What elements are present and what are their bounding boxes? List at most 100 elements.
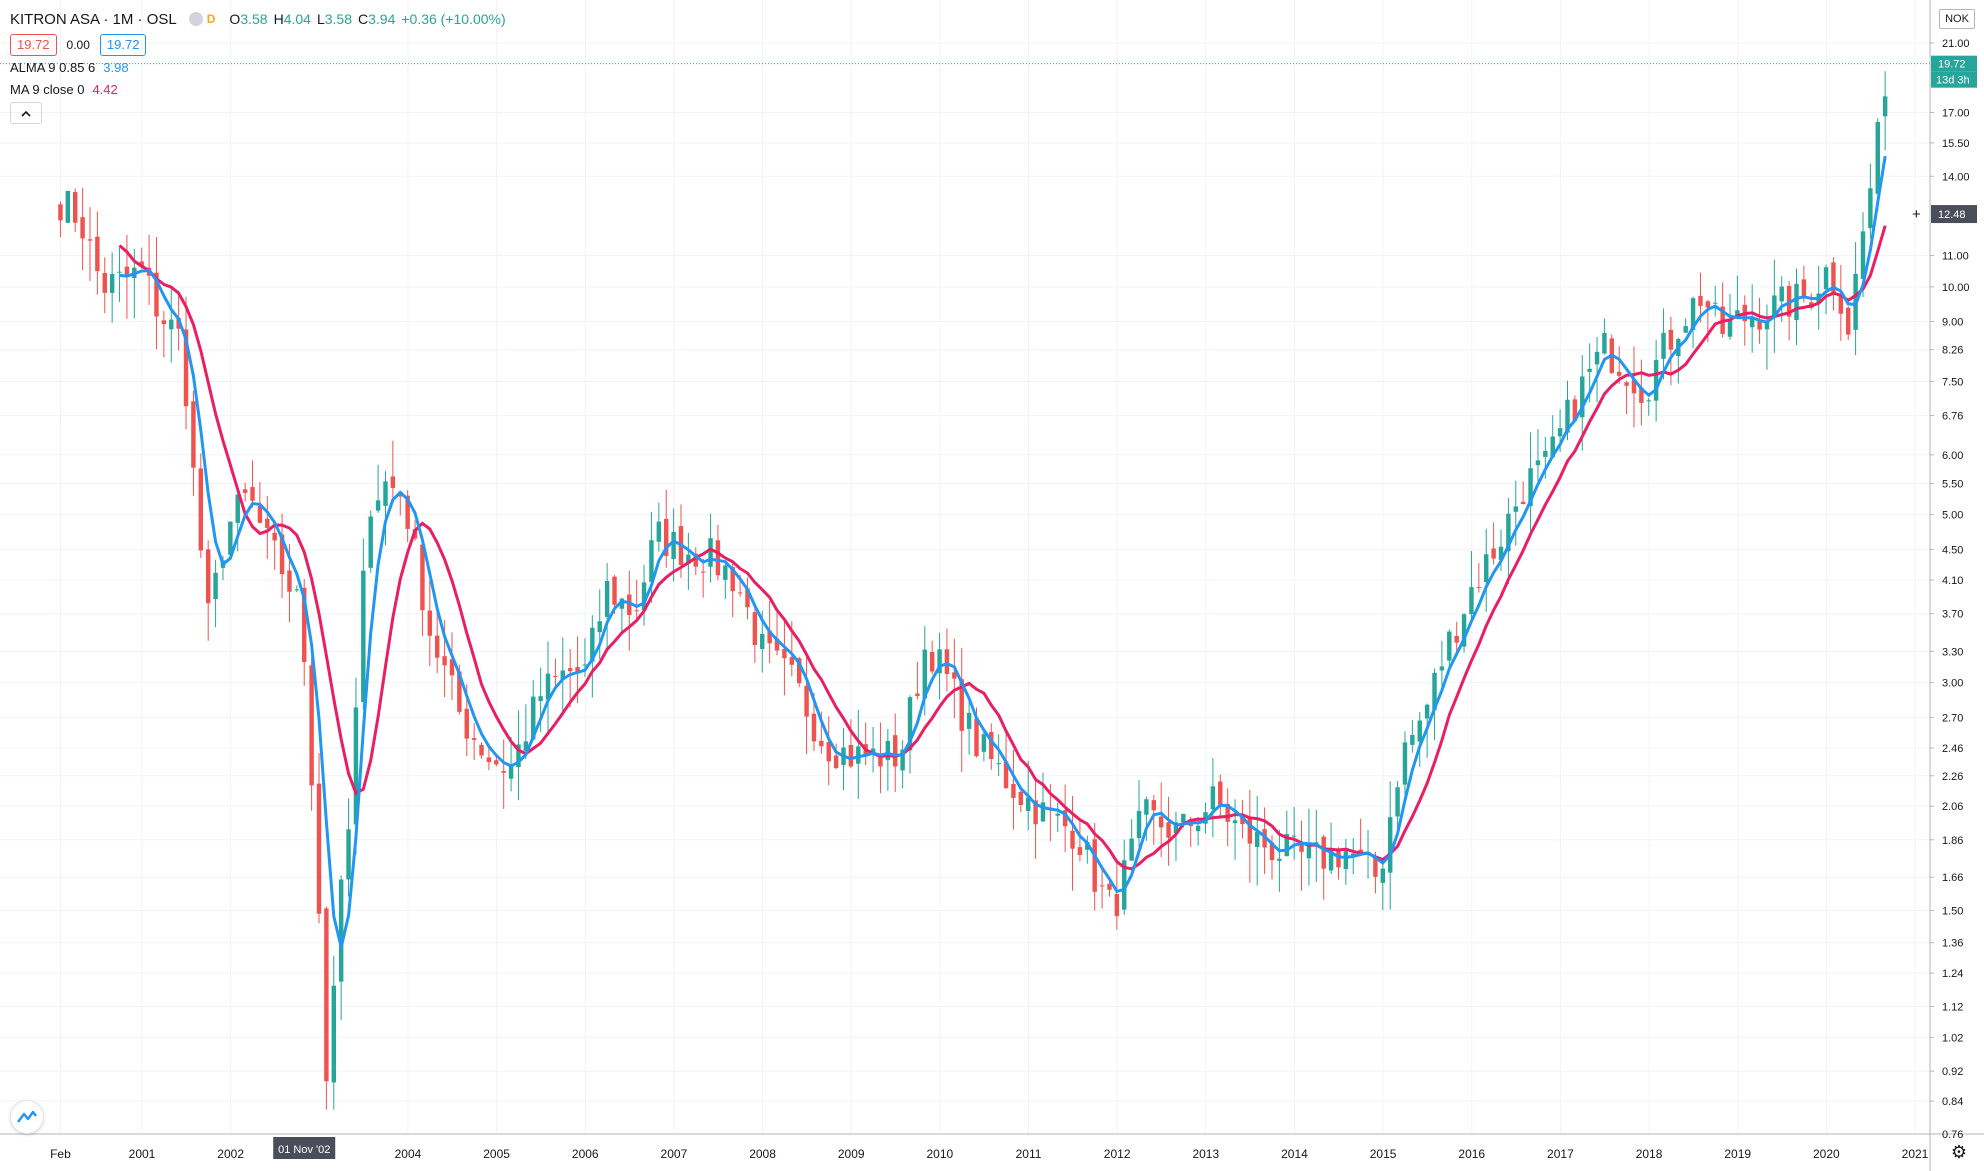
candle-body	[1240, 815, 1245, 825]
candle-body	[73, 192, 78, 223]
candle-body	[885, 740, 891, 761]
price-tick-label: 1.50	[1942, 906, 1963, 918]
time-tick-label: 2008	[749, 1147, 776, 1161]
candle-body	[457, 671, 462, 712]
candle-body	[1247, 817, 1253, 844]
candle-body	[1705, 301, 1711, 308]
chevron-up-icon	[21, 110, 31, 117]
candle-body	[531, 696, 536, 740]
candle-body	[375, 500, 381, 511]
candle-body	[420, 544, 425, 611]
candle-body	[95, 236, 100, 272]
candle-body	[1055, 813, 1060, 816]
buy-price-box[interactable]: 19.72	[99, 34, 147, 56]
candle-body	[1070, 830, 1075, 849]
price-tick-label: 6.00	[1942, 450, 1963, 462]
candle-body	[338, 879, 344, 982]
candle-body	[826, 742, 831, 762]
price-tick-label: 9.00	[1942, 317, 1963, 329]
spread-value: 0.00	[66, 38, 90, 52]
candlestick-series	[58, 71, 1888, 1110]
interval-label: 1M	[112, 10, 134, 28]
candle-body	[1461, 614, 1467, 647]
candle-body	[294, 589, 300, 591]
candle-body	[907, 697, 913, 751]
open-key: O	[229, 11, 241, 27]
ohlc-row: KITRON ASA · 1M · OSL D O3.58 H4.04 L3.5…	[10, 8, 512, 30]
candle-body	[1653, 360, 1659, 401]
time-tick-label: 2004	[395, 1147, 422, 1161]
countdown-label: 13d 3h	[1936, 75, 1970, 87]
candle-body	[1410, 735, 1415, 745]
candle-body	[1447, 631, 1452, 661]
settings-gear-icon[interactable]: ⚙	[1950, 1142, 1968, 1162]
candle-body	[58, 204, 63, 221]
candle-body	[479, 744, 484, 756]
crosshair-date-tag	[273, 1137, 336, 1159]
collapse-legend-button[interactable]	[10, 102, 42, 124]
delayed-badge: D	[206, 12, 216, 26]
candle-body	[774, 638, 780, 651]
candle-body	[1417, 720, 1422, 742]
candle-body	[1772, 295, 1777, 317]
candle-body	[700, 571, 706, 573]
candle-body	[575, 667, 580, 672]
last-price-tag	[1931, 55, 1977, 72]
time-tick-label: 2016	[1458, 1147, 1485, 1161]
price-tick-label: 8.26	[1942, 345, 1963, 357]
candle-body	[117, 271, 122, 273]
time-tick-label: Feb	[50, 1147, 71, 1161]
candle-body	[538, 696, 543, 701]
price-tick-label: 3.70	[1942, 609, 1963, 621]
candle-body	[501, 770, 506, 773]
ma-indicator-value: 4.42	[92, 81, 118, 97]
candle-body	[1506, 513, 1511, 552]
candle-body	[309, 665, 314, 786]
time-tick-label: 2020	[1813, 1147, 1840, 1161]
candle-body	[102, 273, 107, 293]
candle-body	[745, 588, 750, 608]
candle-body	[1498, 546, 1504, 561]
candle-body	[1749, 317, 1755, 328]
candle-body	[1698, 295, 1703, 306]
candle-body	[782, 648, 787, 659]
time-tick-label: 2007	[661, 1147, 688, 1161]
candle-body	[1299, 841, 1304, 852]
candle-body	[1764, 320, 1770, 330]
currency-label[interactable]: NOK	[1939, 9, 1975, 29]
candle-body	[324, 908, 329, 1082]
price-tick-label: 1.12	[1942, 1002, 1963, 1014]
candle-body	[272, 532, 277, 541]
candle-body	[811, 713, 817, 742]
crosshair-price-tag	[1931, 205, 1977, 224]
indicator-ma-row[interactable]: MA 9 close 0 4.42	[10, 78, 512, 100]
price-tick-label: 14.00	[1942, 171, 1970, 183]
price-tick-label: 2.06	[1942, 801, 1963, 813]
candle-body	[1025, 797, 1031, 812]
tradingview-logo-icon[interactable]	[10, 1100, 44, 1134]
sell-price-box[interactable]: 19.72	[10, 34, 57, 56]
candle-body	[693, 553, 698, 567]
candle-body	[1801, 279, 1807, 299]
candle-body	[1587, 368, 1592, 372]
countdown-tag	[1931, 71, 1977, 88]
candle-body	[1424, 704, 1430, 719]
candle-body	[1432, 672, 1437, 711]
candle-body	[1616, 371, 1622, 376]
candle-body	[1358, 849, 1363, 852]
price-tick-label: 17.00	[1942, 107, 1970, 119]
high-key: H	[273, 11, 284, 27]
candle-body	[819, 740, 824, 747]
candle-body	[848, 744, 854, 767]
price-tick-label: 2.70	[1942, 712, 1963, 724]
candle-body	[1550, 436, 1555, 458]
symbol-title[interactable]: KITRON ASA · 1M · OSL	[10, 10, 177, 28]
price-tick-label: 1.02	[1942, 1032, 1963, 1044]
candle-body	[1690, 298, 1696, 330]
candle-body	[287, 570, 292, 592]
indicator-alma-row[interactable]: ALMA 9 0.85 6 3.98	[10, 56, 512, 78]
candle-body	[1594, 351, 1600, 365]
candle-body	[1003, 761, 1009, 789]
candle-body	[1543, 450, 1548, 457]
